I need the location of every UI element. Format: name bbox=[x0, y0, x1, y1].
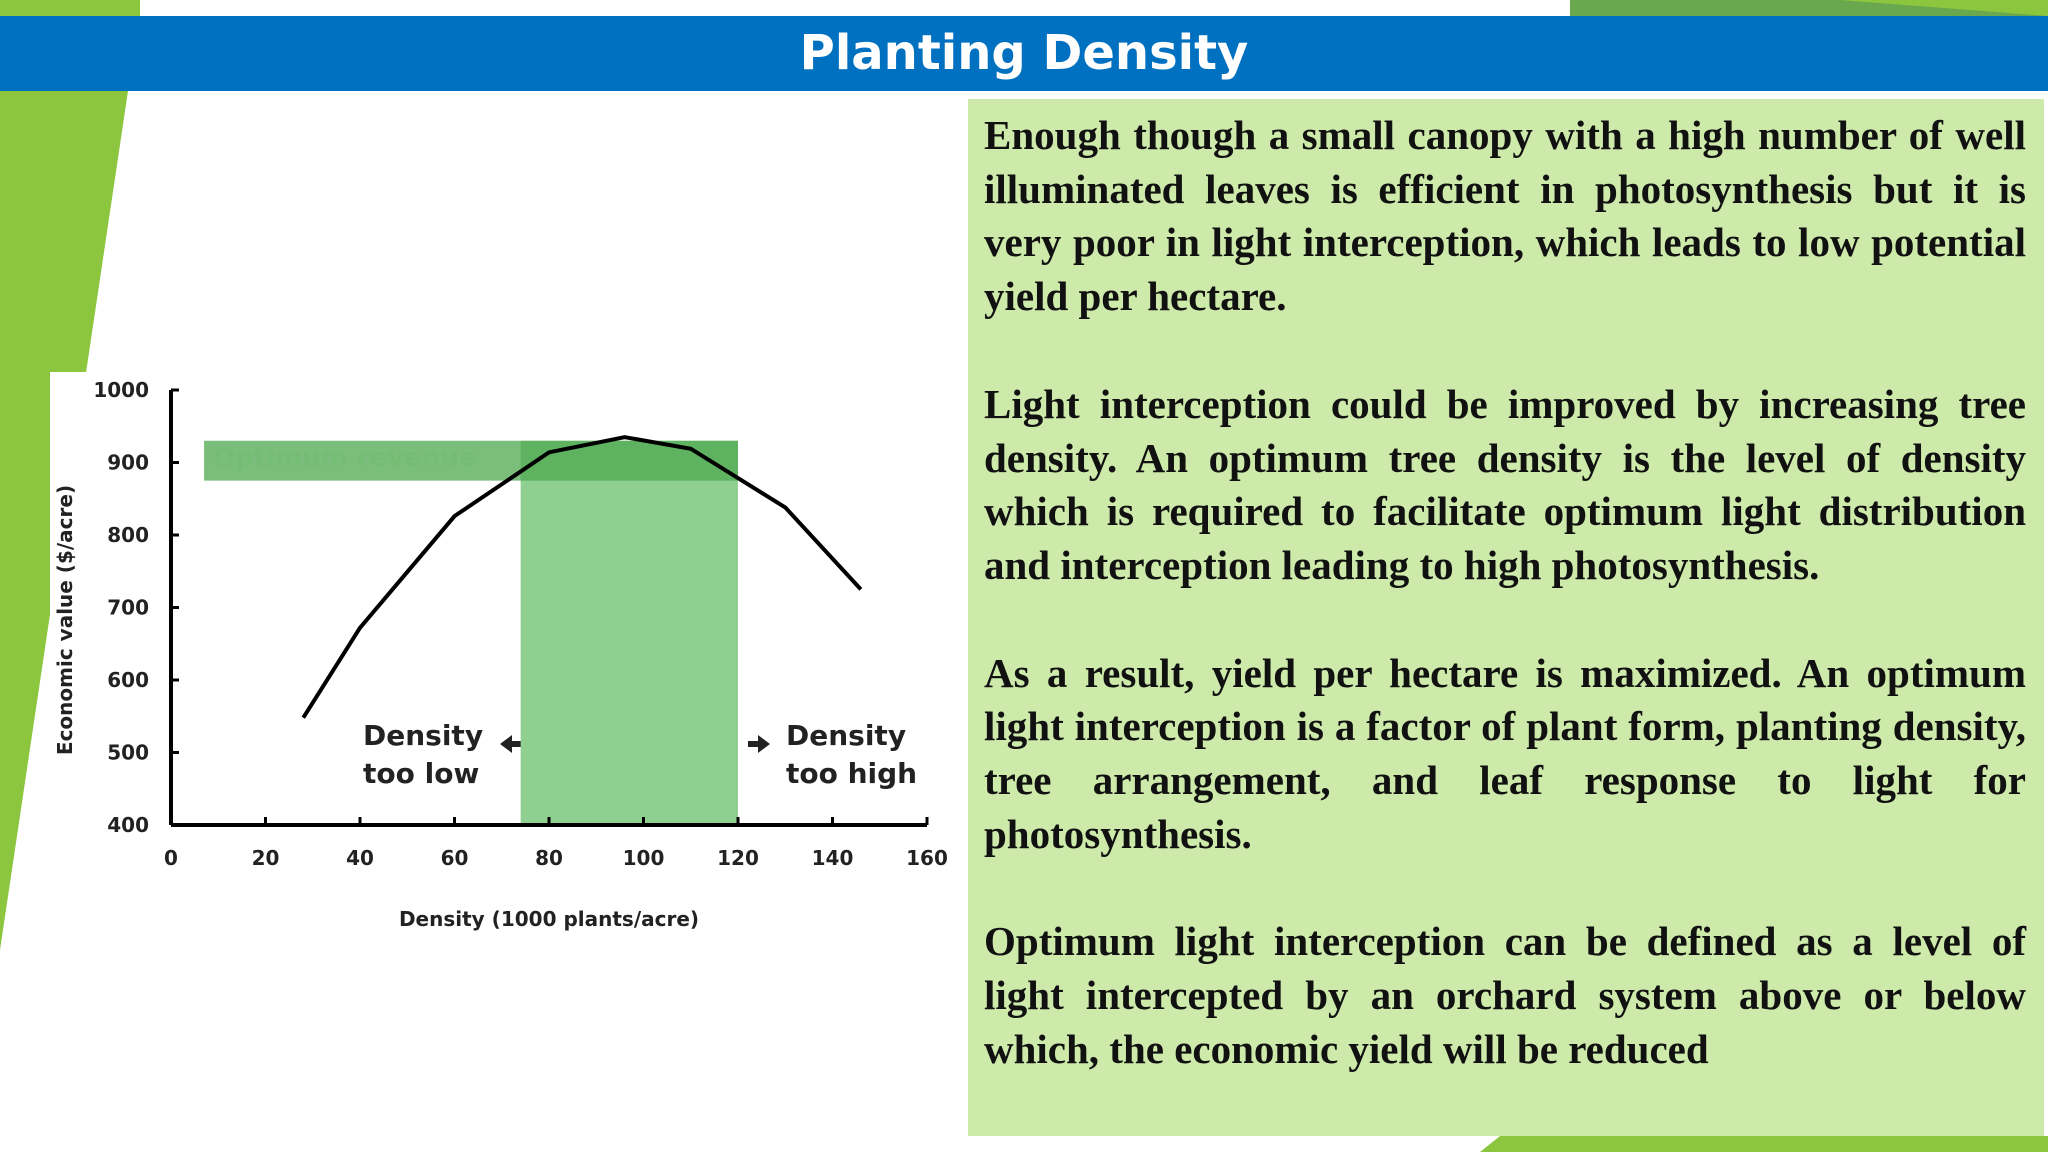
annotation: Density bbox=[786, 719, 906, 752]
text-panel: Enough though a small canopy with a high… bbox=[968, 99, 2044, 1136]
x-tick-label: 20 bbox=[252, 846, 280, 870]
x-tick-label: 160 bbox=[906, 846, 948, 870]
x-axis-title: Density (1000 plants/acre) bbox=[399, 907, 699, 931]
annotation: too high bbox=[786, 757, 917, 790]
y-tick-label: 600 bbox=[107, 668, 149, 692]
paragraph: Optimum light interception can be define… bbox=[984, 918, 2026, 1072]
slide-title: Planting Density bbox=[0, 16, 2048, 91]
x-tick-label: 140 bbox=[812, 846, 854, 870]
annotation: Density bbox=[363, 719, 483, 752]
arrow-left bbox=[500, 735, 522, 753]
x-tick-label: 0 bbox=[164, 846, 178, 870]
y-tick-label: 400 bbox=[107, 813, 149, 837]
annotation: too low bbox=[363, 757, 479, 790]
x-tick-label: 120 bbox=[717, 846, 759, 870]
x-tick-label: 40 bbox=[346, 846, 374, 870]
paragraph: Light interception could be improved by … bbox=[984, 380, 2026, 588]
line bbox=[301, 435, 863, 719]
y-tick-label: 800 bbox=[107, 523, 149, 547]
y-tick-label: 500 bbox=[107, 741, 149, 765]
x-tick-label: 100 bbox=[623, 846, 665, 870]
paragraph: As a result, yield per hectare is maximi… bbox=[984, 649, 2026, 857]
y-tick-label: 1000 bbox=[93, 378, 149, 402]
paragraph: Enough though a small canopy with a high… bbox=[984, 112, 2026, 320]
arrow-right bbox=[748, 735, 770, 753]
x-tick-label: 60 bbox=[441, 846, 469, 870]
x-tick-label: 80 bbox=[535, 846, 563, 870]
y-tick-label: 700 bbox=[107, 596, 149, 620]
band bbox=[520, 440, 738, 825]
chart: Optimum revenuedensityplantingOptimum 40… bbox=[53, 378, 948, 931]
band bbox=[204, 440, 738, 481]
y-tick-label: 900 bbox=[107, 451, 149, 475]
y-axis-title: Economic value ($/acre) bbox=[53, 485, 77, 755]
